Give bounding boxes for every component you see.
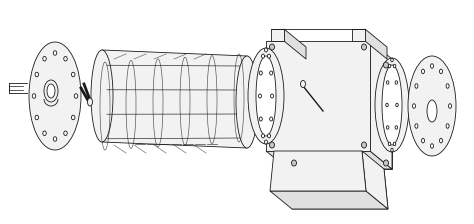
Ellipse shape: [72, 72, 75, 77]
Ellipse shape: [262, 134, 264, 138]
Ellipse shape: [258, 94, 262, 98]
Ellipse shape: [421, 69, 425, 74]
Ellipse shape: [386, 126, 389, 129]
Polygon shape: [292, 169, 388, 209]
Ellipse shape: [88, 98, 92, 106]
Ellipse shape: [271, 94, 273, 98]
Ellipse shape: [53, 51, 57, 55]
Polygon shape: [284, 29, 306, 59]
Ellipse shape: [267, 134, 271, 138]
Ellipse shape: [362, 142, 366, 148]
Ellipse shape: [64, 56, 67, 61]
Ellipse shape: [256, 56, 276, 136]
Polygon shape: [288, 59, 392, 169]
Polygon shape: [102, 50, 247, 148]
Ellipse shape: [439, 69, 443, 74]
Polygon shape: [270, 151, 366, 191]
Ellipse shape: [383, 160, 389, 166]
Ellipse shape: [35, 72, 38, 77]
Ellipse shape: [264, 48, 267, 52]
Ellipse shape: [362, 44, 366, 50]
Ellipse shape: [259, 71, 262, 75]
Ellipse shape: [408, 56, 456, 156]
Ellipse shape: [236, 56, 258, 148]
Ellipse shape: [301, 80, 306, 88]
Ellipse shape: [395, 126, 398, 129]
Polygon shape: [271, 29, 284, 41]
Ellipse shape: [415, 84, 418, 88]
Ellipse shape: [64, 131, 67, 136]
Ellipse shape: [262, 54, 264, 58]
Ellipse shape: [44, 80, 58, 102]
Ellipse shape: [395, 81, 398, 84]
Polygon shape: [362, 151, 388, 209]
Ellipse shape: [382, 65, 402, 145]
Ellipse shape: [446, 84, 449, 88]
Ellipse shape: [391, 58, 393, 62]
Polygon shape: [266, 151, 392, 169]
Ellipse shape: [427, 100, 437, 122]
Polygon shape: [370, 41, 392, 169]
Ellipse shape: [270, 71, 273, 75]
Polygon shape: [266, 41, 370, 151]
Ellipse shape: [396, 103, 398, 107]
Ellipse shape: [388, 64, 391, 68]
Ellipse shape: [72, 115, 75, 120]
Ellipse shape: [74, 94, 78, 98]
Ellipse shape: [430, 64, 434, 68]
Ellipse shape: [393, 64, 396, 68]
Ellipse shape: [412, 104, 416, 108]
Ellipse shape: [43, 56, 46, 61]
Ellipse shape: [448, 104, 452, 108]
Polygon shape: [352, 29, 365, 41]
Ellipse shape: [91, 50, 113, 142]
Ellipse shape: [391, 148, 393, 152]
Polygon shape: [270, 191, 388, 209]
Ellipse shape: [264, 140, 267, 144]
Ellipse shape: [421, 138, 425, 143]
Ellipse shape: [270, 44, 274, 50]
Ellipse shape: [43, 131, 46, 136]
Ellipse shape: [32, 94, 36, 98]
Ellipse shape: [29, 42, 81, 150]
Ellipse shape: [439, 138, 443, 143]
Ellipse shape: [53, 137, 57, 141]
Ellipse shape: [388, 142, 391, 146]
Ellipse shape: [393, 142, 396, 146]
Ellipse shape: [47, 84, 55, 98]
Ellipse shape: [259, 117, 262, 121]
Ellipse shape: [35, 115, 38, 120]
Ellipse shape: [292, 160, 297, 166]
Ellipse shape: [270, 142, 274, 148]
Ellipse shape: [386, 81, 389, 84]
Ellipse shape: [386, 103, 388, 107]
Ellipse shape: [430, 144, 434, 148]
Ellipse shape: [415, 124, 418, 128]
Ellipse shape: [267, 54, 271, 58]
Ellipse shape: [270, 117, 273, 121]
Ellipse shape: [375, 58, 409, 152]
Polygon shape: [365, 29, 387, 59]
Ellipse shape: [265, 98, 269, 106]
Ellipse shape: [446, 124, 449, 128]
Ellipse shape: [248, 48, 284, 144]
Ellipse shape: [383, 62, 389, 68]
